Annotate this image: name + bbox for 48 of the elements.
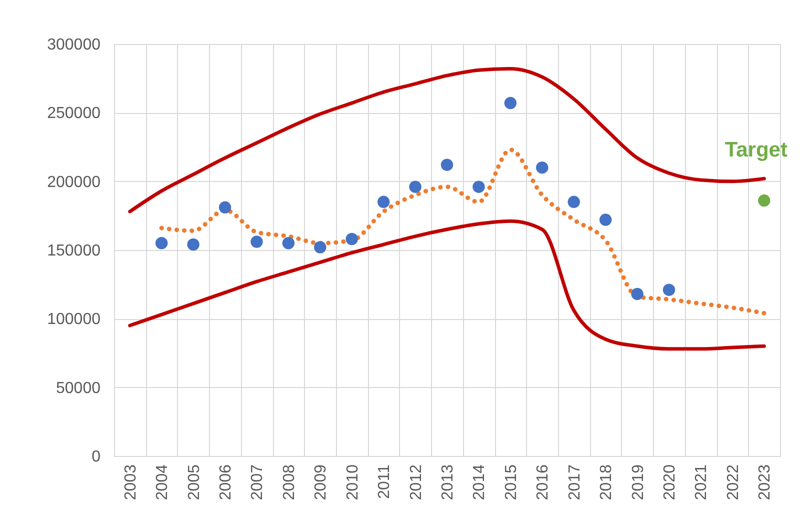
x-tick-label: 2013 (440, 464, 456, 500)
x-tick-label: 2015 (502, 464, 520, 500)
y-tick-label: 150000 (47, 242, 101, 260)
x-tick-label: 2009 (312, 464, 330, 500)
y-tick-label: 0 (92, 448, 101, 466)
y-tick-label: 200000 (47, 174, 101, 191)
point (631, 288, 644, 300)
point (758, 194, 770, 207)
x-tick-label: 2012 (408, 464, 425, 500)
x-tick-label: 2016 (534, 464, 552, 500)
y-tick-label: 50000 (56, 380, 101, 397)
point (440, 158, 454, 171)
line-series (128, 219, 766, 351)
point (250, 236, 263, 248)
x-tick-label: 2022 (724, 464, 742, 500)
x-tick-label: 2011 (376, 464, 394, 499)
point (187, 238, 200, 251)
point (346, 232, 358, 246)
x-tick-label: 2004 (154, 464, 172, 500)
x-tick-label: 2021 (693, 464, 710, 500)
point (536, 161, 548, 174)
point (377, 196, 390, 208)
point (155, 237, 168, 250)
y-tick-label: 100000 (47, 311, 101, 328)
point (662, 284, 676, 296)
x-tick-label: 2014 (471, 464, 488, 500)
x-tick-label: 2003 (122, 464, 140, 500)
point (599, 214, 612, 226)
x-tick-label: 2008 (280, 464, 298, 500)
x-tick-label: 2023 (756, 464, 774, 500)
point (282, 237, 295, 250)
point (504, 96, 517, 110)
point (218, 201, 232, 214)
x-tick-label: 2005 (186, 464, 203, 500)
point (314, 241, 326, 254)
x-tick-label: 2019 (630, 464, 647, 500)
x-tick-label: 2010 (344, 464, 362, 500)
x-tick-label: 2018 (598, 464, 616, 500)
point (409, 180, 422, 193)
x-tick-label: 2007 (249, 464, 266, 500)
point (568, 196, 580, 208)
y-tick-label: 250000 (47, 105, 101, 122)
series-label: Target (724, 138, 788, 162)
point (472, 180, 485, 193)
x-tick-label: 2020 (662, 464, 678, 500)
x-tick-label: 2006 (218, 464, 234, 500)
y-tick-label: 300000 (47, 36, 101, 54)
x-tick-label: 2017 (566, 464, 584, 500)
